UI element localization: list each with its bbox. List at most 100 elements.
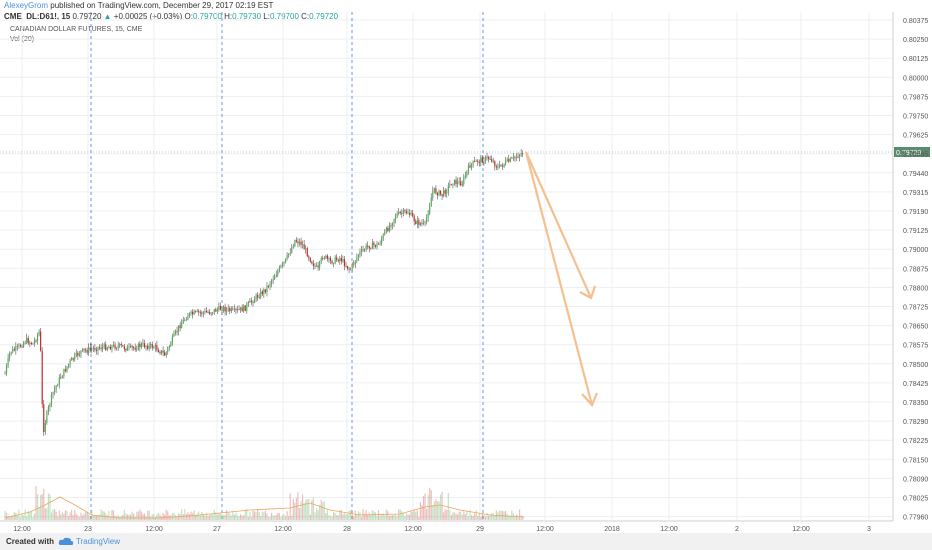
volume-bar xyxy=(202,514,204,520)
candle-body xyxy=(449,184,451,186)
candle-body xyxy=(148,345,150,349)
candle-body xyxy=(377,243,380,245)
candle-body xyxy=(187,316,189,320)
candle-body xyxy=(278,267,280,272)
volume-bar xyxy=(514,516,516,520)
volume-bar xyxy=(311,499,313,520)
candle-body xyxy=(441,194,443,197)
volume-bar xyxy=(264,510,266,520)
volume-bar xyxy=(83,513,85,520)
candle-body xyxy=(317,265,319,268)
projection-arrowhead-2 xyxy=(581,392,599,408)
candle-body xyxy=(156,345,158,351)
candle-body xyxy=(413,216,415,222)
x-tick-label: 29 xyxy=(476,526,484,533)
volume-bar xyxy=(275,514,277,520)
candle-body xyxy=(64,369,67,372)
volume-bar xyxy=(376,516,378,520)
candle-body xyxy=(209,312,211,314)
volume-bar xyxy=(433,501,435,520)
candle-body xyxy=(331,260,333,264)
candle-body xyxy=(202,312,204,314)
candle-body xyxy=(173,333,175,337)
volume-bar xyxy=(319,504,321,520)
volume-bar xyxy=(24,509,26,520)
x-tick-label: 12:00 xyxy=(792,526,810,533)
candle-body xyxy=(519,155,521,157)
volume-bar xyxy=(224,514,226,520)
candle-body xyxy=(55,385,57,390)
candle-body xyxy=(337,259,339,262)
candle-body xyxy=(15,346,17,351)
volume-bar xyxy=(346,514,349,520)
volume-bar xyxy=(32,516,34,520)
y-tick-label: 0.78800 xyxy=(903,285,928,292)
candle-body xyxy=(501,165,504,167)
candle-body xyxy=(280,265,282,268)
candle-body xyxy=(236,309,239,310)
candle-body xyxy=(66,366,68,372)
volume-bar xyxy=(357,511,359,520)
candle-body xyxy=(91,348,93,350)
volume-bar xyxy=(205,512,208,520)
candle-body xyxy=(218,306,220,310)
candle-body xyxy=(19,345,22,347)
volume-bar xyxy=(303,502,305,520)
volume-bar xyxy=(306,499,308,520)
up-triangle-icon: ▲ xyxy=(103,12,112,21)
candle-body xyxy=(35,340,37,342)
candle-body xyxy=(418,220,420,225)
candle-body xyxy=(60,377,62,379)
candle-body xyxy=(303,244,305,250)
volume-bar xyxy=(100,509,102,520)
candle-body xyxy=(483,161,485,163)
candle-body xyxy=(492,161,494,163)
volume-bar xyxy=(331,516,333,520)
candle-body xyxy=(75,352,77,355)
candle-body xyxy=(429,206,431,214)
symbol-name[interactable]: CME_DL:D61!, 15 xyxy=(4,12,71,21)
candle-body xyxy=(274,276,276,280)
volume-bar xyxy=(289,493,291,520)
candle-body xyxy=(199,312,201,314)
volume-bar xyxy=(343,513,346,520)
y-tick-label: 0.79190 xyxy=(903,209,928,216)
volume-bar xyxy=(447,492,449,520)
volume-bar xyxy=(315,508,318,520)
candle-body xyxy=(67,364,70,367)
candle-body xyxy=(272,279,274,281)
volume-bar xyxy=(427,494,429,520)
candle-body xyxy=(469,165,471,168)
candle-body xyxy=(314,265,316,267)
volume-bar xyxy=(272,515,274,520)
y-tick-label: 0.78225 xyxy=(903,438,928,445)
volume-bar xyxy=(395,513,397,520)
candle-body xyxy=(410,213,412,215)
volume-bar xyxy=(33,513,36,520)
volume-bar xyxy=(85,511,87,520)
volume-bar xyxy=(61,512,63,520)
volume-bar xyxy=(368,511,370,520)
candle-body xyxy=(339,258,341,262)
volume-bar xyxy=(295,497,297,520)
volume-bar xyxy=(63,513,65,520)
candle-body xyxy=(142,343,144,344)
author-link[interactable]: AlexeyGrom xyxy=(4,1,49,10)
volume-bar xyxy=(379,516,381,520)
candle-body xyxy=(181,323,183,328)
candle-body xyxy=(105,344,107,350)
candle-body xyxy=(443,190,445,197)
volume-bar xyxy=(308,498,310,520)
volume-bar xyxy=(196,513,198,520)
candle-body xyxy=(421,223,423,225)
price-chart[interactable]: 0.79720 0.80375 0.80250 0.80125 0.80000 0.79… xyxy=(0,0,932,533)
candle-body xyxy=(238,309,240,310)
candle-body xyxy=(195,311,197,313)
candle-body xyxy=(302,244,304,246)
price-change: +0.00025 (+0.03%) xyxy=(113,12,183,21)
tradingview-brand[interactable]: TradingView xyxy=(76,537,121,546)
candle-body xyxy=(311,261,313,264)
volume-bar xyxy=(26,516,28,520)
volume-bar xyxy=(461,514,463,520)
volume-bar xyxy=(309,514,311,520)
